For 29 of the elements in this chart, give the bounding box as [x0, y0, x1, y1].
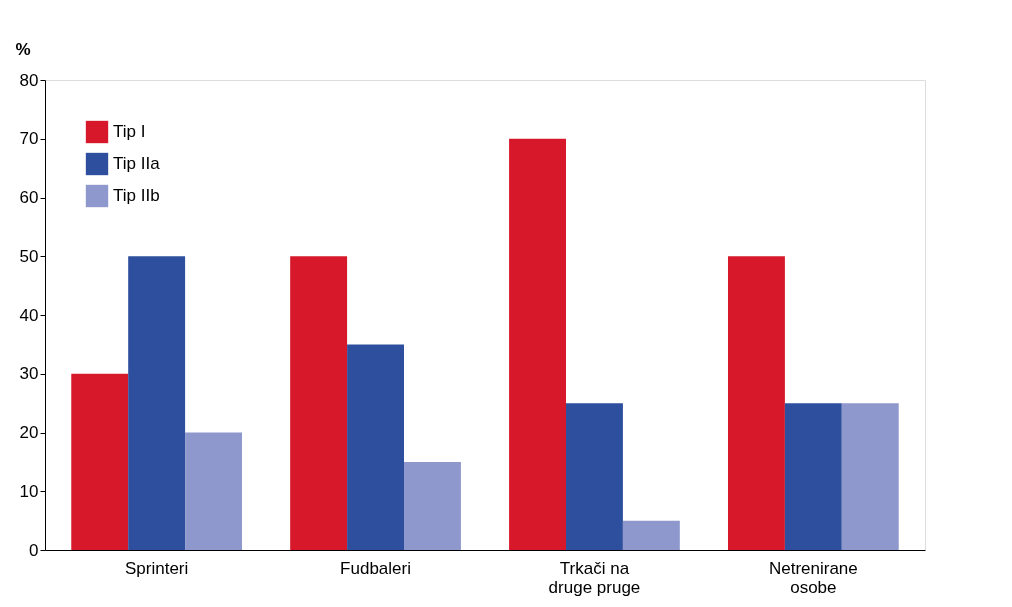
bar	[727, 256, 785, 550]
y-tick-label: 50	[19, 246, 39, 266]
x-tick-label: Sprinteri	[124, 558, 189, 578]
legend-label: Tip IIb	[113, 186, 160, 205]
y-tick-label: 0	[29, 540, 39, 560]
y-tick-label: 70	[19, 129, 39, 149]
bar	[404, 461, 461, 550]
bar	[347, 344, 404, 550]
y-axis-title: %	[15, 39, 31, 59]
bar	[71, 373, 129, 550]
bar	[185, 432, 243, 550]
bar	[784, 403, 842, 550]
x-tick-label: Fudbaleri	[340, 558, 411, 578]
bar	[290, 256, 348, 550]
bar	[622, 520, 680, 550]
y-tick-label: 30	[19, 364, 39, 384]
bar	[509, 138, 566, 550]
y-tick-label: 10	[19, 481, 39, 501]
y-tick-label: 40	[19, 305, 39, 325]
legend-label: Tip I	[113, 122, 146, 141]
x-tick-label: Trkači na druge pruge	[548, 558, 641, 597]
x-tick-label: Netrenirane osobe	[768, 558, 858, 597]
legend-label: Tip IIa	[113, 154, 161, 173]
y-tick-label: 60	[19, 188, 39, 207]
y-tick-label: 20	[19, 423, 39, 442]
bar	[566, 403, 623, 550]
bar	[128, 256, 186, 550]
y-tick-label: 80	[19, 70, 39, 90]
bar	[841, 403, 899, 550]
